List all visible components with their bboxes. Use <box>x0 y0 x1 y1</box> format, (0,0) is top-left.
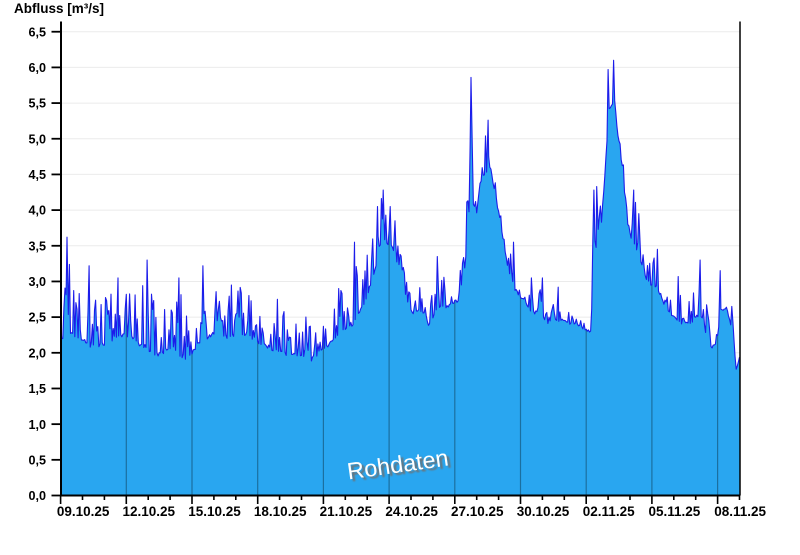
svg-text:Abfluss [m³/s]: Abfluss [m³/s] <box>14 1 104 16</box>
svg-text:4,5: 4,5 <box>28 168 46 182</box>
svg-text:02.11.25: 02.11.25 <box>583 504 635 519</box>
svg-text:0,0: 0,0 <box>28 489 46 503</box>
svg-text:08.11.25: 08.11.25 <box>714 504 766 519</box>
svg-text:3,5: 3,5 <box>28 239 46 253</box>
svg-text:3,0: 3,0 <box>28 275 46 289</box>
svg-text:5,5: 5,5 <box>28 97 46 111</box>
svg-text:0,5: 0,5 <box>28 453 46 467</box>
svg-text:18.10.25: 18.10.25 <box>254 504 307 519</box>
svg-text:05.11.25: 05.11.25 <box>648 504 700 519</box>
svg-text:2,0: 2,0 <box>28 346 46 360</box>
svg-text:1,0: 1,0 <box>28 418 46 432</box>
svg-text:21.10.25: 21.10.25 <box>320 504 373 519</box>
svg-text:30.10.25: 30.10.25 <box>517 504 570 519</box>
svg-text:12.10.25: 12.10.25 <box>123 504 176 519</box>
svg-text:15.10.25: 15.10.25 <box>188 504 241 519</box>
svg-text:6,0: 6,0 <box>28 61 46 75</box>
svg-text:5,0: 5,0 <box>28 132 46 146</box>
svg-text:4,0: 4,0 <box>28 204 46 218</box>
svg-text:24.10.25: 24.10.25 <box>385 504 438 519</box>
svg-text:1,5: 1,5 <box>28 382 46 396</box>
svg-text:6,5: 6,5 <box>28 25 46 39</box>
svg-text:2,5: 2,5 <box>28 311 46 325</box>
svg-text:27.10.25: 27.10.25 <box>451 504 504 519</box>
svg-text:09.10.25: 09.10.25 <box>57 504 110 519</box>
